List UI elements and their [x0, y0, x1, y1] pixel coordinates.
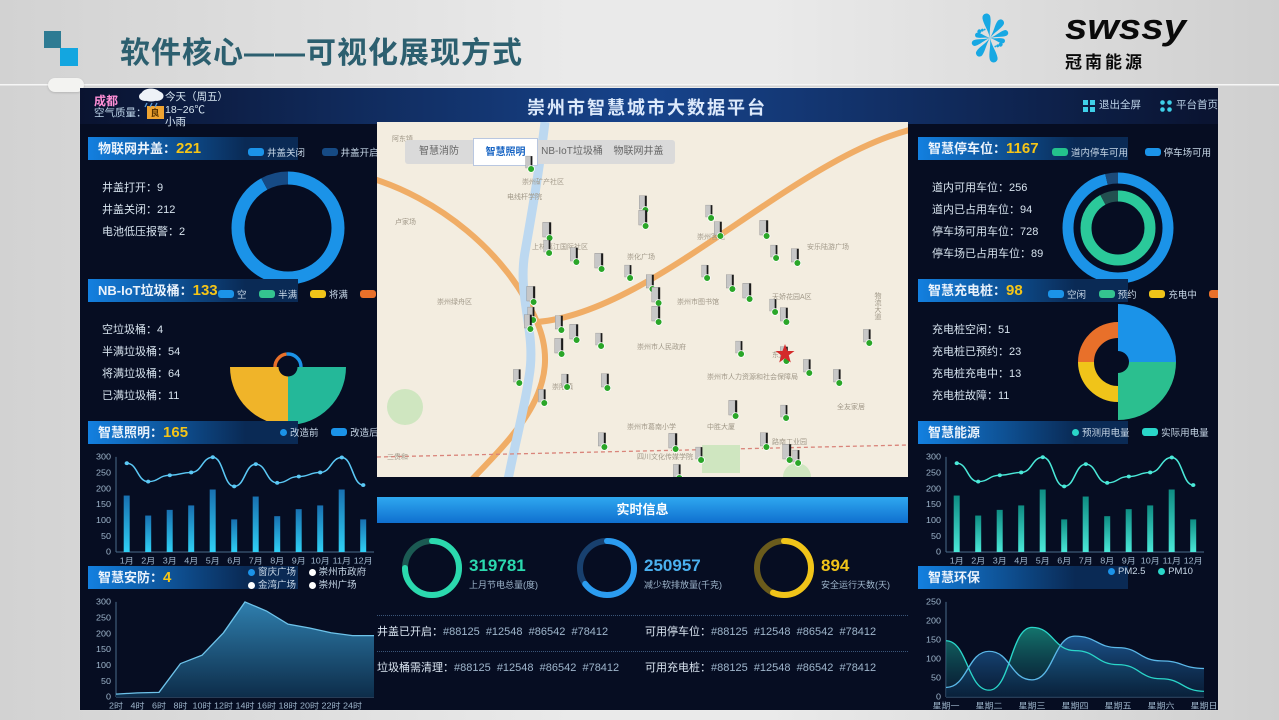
svg-text:6月: 6月 [227, 556, 241, 565]
svg-text:150: 150 [926, 635, 941, 644]
svg-text:0: 0 [106, 547, 111, 556]
svg-text:9月: 9月 [1122, 556, 1136, 565]
svg-text:2月: 2月 [971, 556, 985, 565]
svg-text:50: 50 [931, 673, 941, 682]
svg-text:200: 200 [926, 484, 941, 493]
svg-text:250: 250 [926, 468, 941, 477]
svg-text:250957: 250957 [644, 556, 701, 575]
svg-text:10时: 10时 [193, 701, 213, 710]
svg-text:100: 100 [96, 515, 111, 524]
svg-text:12时: 12时 [214, 701, 234, 710]
svg-text:2时: 2时 [109, 701, 124, 710]
svg-text:6月: 6月 [1057, 556, 1071, 565]
svg-text:4时: 4时 [131, 701, 146, 710]
svg-text:50: 50 [931, 531, 941, 540]
svg-text:250: 250 [96, 613, 111, 622]
svg-text:100: 100 [926, 515, 941, 524]
svg-text:6时: 6时 [152, 701, 167, 710]
svg-text:星期日: 星期日 [1191, 701, 1218, 710]
svg-text:星期五: 星期五 [1105, 701, 1132, 710]
svg-text:10月: 10月 [1141, 556, 1160, 565]
svg-text:319781: 319781 [469, 556, 526, 575]
svg-text:200: 200 [96, 484, 111, 493]
svg-text:300: 300 [96, 452, 111, 461]
svg-text:9月: 9月 [292, 556, 306, 565]
svg-text:250: 250 [926, 597, 941, 606]
svg-text:减少软排放量(千克): 减少软排放量(千克) [644, 579, 722, 590]
svg-text:8月: 8月 [1100, 556, 1114, 565]
svg-text:150: 150 [926, 500, 941, 509]
svg-text:24时: 24时 [343, 701, 363, 710]
svg-text:上月节电总量(度): 上月节电总量(度) [469, 579, 538, 590]
svg-text:11月: 11月 [1163, 556, 1181, 565]
svg-text:安全运行天数(天): 安全运行天数(天) [821, 579, 890, 590]
svg-text:星期四: 星期四 [1062, 701, 1089, 710]
svg-text:150: 150 [96, 645, 111, 654]
svg-text:4月: 4月 [1014, 556, 1028, 565]
svg-text:0: 0 [936, 547, 941, 556]
svg-text:200: 200 [96, 629, 111, 638]
svg-text:100: 100 [96, 660, 111, 669]
svg-text:100: 100 [926, 654, 941, 663]
svg-text:2月: 2月 [141, 556, 155, 565]
svg-text:22时: 22时 [322, 701, 342, 710]
svg-text:1月: 1月 [950, 556, 964, 565]
svg-text:3月: 3月 [993, 556, 1007, 565]
svg-text:3月: 3月 [163, 556, 177, 565]
svg-text:18时: 18时 [279, 701, 299, 710]
svg-text:50: 50 [101, 676, 111, 685]
svg-text:星期六: 星期六 [1148, 701, 1175, 710]
svg-text:14时: 14时 [236, 701, 256, 710]
svg-text:星期三: 星期三 [1019, 701, 1046, 710]
svg-text:12月: 12月 [354, 556, 373, 565]
svg-text:星期一: 星期一 [933, 701, 960, 710]
svg-text:7月: 7月 [249, 556, 263, 565]
svg-text:200: 200 [926, 616, 941, 625]
svg-text:1月: 1月 [120, 556, 134, 565]
svg-text:10月: 10月 [311, 556, 330, 565]
svg-text:星期二: 星期二 [976, 701, 1003, 710]
svg-text:250: 250 [96, 468, 111, 477]
svg-text:4月: 4月 [184, 556, 198, 565]
svg-text:8时: 8时 [174, 701, 189, 710]
svg-text:16时: 16时 [257, 701, 277, 710]
svg-text:5月: 5月 [1036, 556, 1050, 565]
svg-text:300: 300 [926, 452, 941, 461]
svg-text:150: 150 [96, 500, 111, 509]
svg-text:0: 0 [106, 692, 111, 701]
svg-text:11月: 11月 [333, 556, 351, 565]
svg-text:50: 50 [101, 531, 111, 540]
svg-text:5月: 5月 [206, 556, 220, 565]
svg-text:894: 894 [821, 556, 850, 575]
svg-text:7月: 7月 [1079, 556, 1093, 565]
svg-text:300: 300 [96, 597, 111, 606]
svg-text:8月: 8月 [270, 556, 284, 565]
svg-text:12月: 12月 [1184, 556, 1203, 565]
svg-text:20时: 20时 [300, 701, 320, 710]
svg-text:0: 0 [936, 692, 941, 701]
